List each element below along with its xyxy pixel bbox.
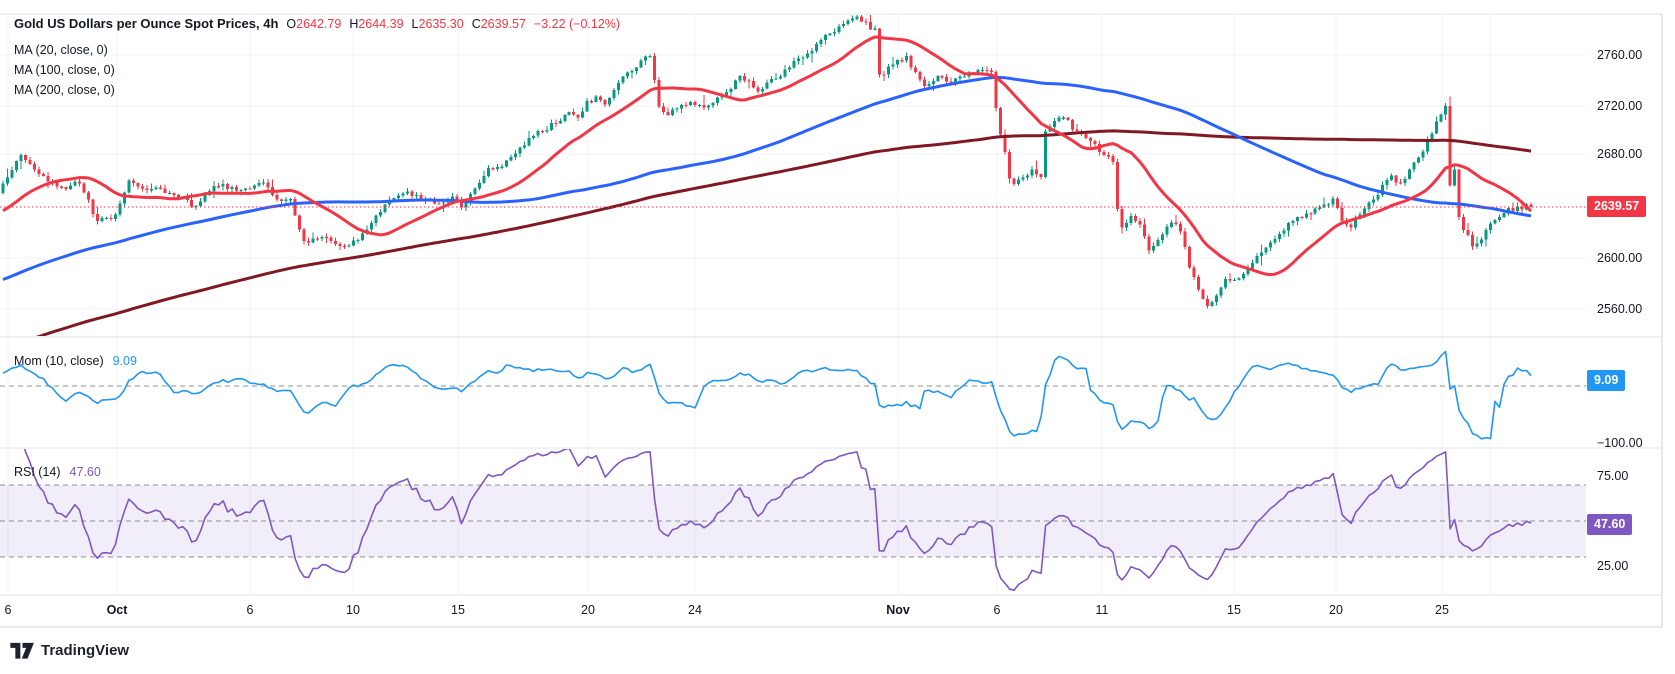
price-tick-label: 75.00 [1597,469,1629,483]
momentum-value-badge: 9.09 [1587,370,1626,391]
price-tick-label: 25.00 [1597,559,1629,573]
candlestick-series [1,15,1533,309]
time-tick-label: 25 [1435,603,1449,617]
time-tick-label: Nov [886,603,910,617]
reference-lines [0,385,1586,558]
rsi-line [23,449,1532,591]
momentum-line [2,350,1532,440]
time-tick-label: 15 [451,603,465,617]
time-tick-label: 10 [346,603,360,617]
price-tick-label: −100.00 [1597,436,1643,450]
tradingview-logo[interactable]: TradingView [10,640,129,660]
last-price-badge: 2639.57 [1587,196,1647,217]
time-tick-label: 15 [1227,603,1241,617]
time-tick-label: 6 [4,603,12,617]
panel-borders [0,13,1663,628]
ma200-line [35,129,1532,336]
time-tick-label: 6 [246,603,254,617]
tradingview-logo-icon [10,642,34,659]
tradingview-logo-text: TradingView [41,641,130,659]
price-tick-label: 2680.00 [1597,147,1643,161]
price-axis[interactable]: 2760.00 2720.00 2680.00 2600.00 2560.00 −100.… [1586,14,1662,627]
price-tick-label: 2720.00 [1597,99,1643,113]
ma100-line [2,75,1532,281]
time-tick-label: 6 [993,603,1001,617]
price-tick-label: 2560.00 [1597,302,1643,316]
time-axis[interactable]: 6 Oct 6 10 15 20 24 Nov 6 11 15 20 25 [0,595,1586,627]
price-tick-label: 2600.00 [1597,251,1643,265]
time-tick-label: Oct [106,603,128,617]
rsi-value-badge: 47.60 [1587,514,1633,535]
moving-averages [2,35,1533,336]
time-tick-label: 20 [581,603,595,617]
time-tick-label: 24 [688,603,702,617]
price-tick-label: 2760.00 [1597,48,1643,62]
gridlines [0,15,1586,595]
ma20-line [2,35,1533,277]
time-tick-label: 11 [1095,603,1109,617]
time-tick-label: 20 [1329,603,1343,617]
